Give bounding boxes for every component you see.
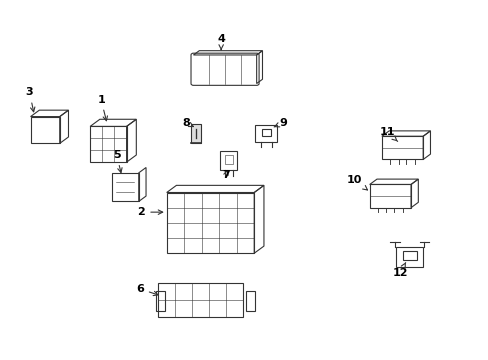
Bar xyxy=(396,247,422,267)
Bar xyxy=(245,291,255,311)
Text: 5: 5 xyxy=(113,150,122,172)
Text: 10: 10 xyxy=(346,175,367,190)
Bar xyxy=(158,283,243,317)
Text: 1: 1 xyxy=(97,95,107,121)
Bar xyxy=(261,129,271,136)
Text: 12: 12 xyxy=(391,262,407,278)
Bar xyxy=(224,155,232,164)
Bar xyxy=(369,184,410,208)
Text: 6: 6 xyxy=(136,284,158,296)
Text: 7: 7 xyxy=(222,170,229,180)
Text: 9: 9 xyxy=(274,118,287,128)
Bar xyxy=(190,124,201,143)
Text: 2: 2 xyxy=(137,207,163,217)
Text: 4: 4 xyxy=(217,34,224,50)
Text: 3: 3 xyxy=(26,87,35,112)
Bar xyxy=(156,291,165,311)
Text: 8: 8 xyxy=(182,118,193,128)
Bar xyxy=(381,136,422,159)
Bar xyxy=(220,150,237,170)
Bar xyxy=(402,251,416,260)
Text: 11: 11 xyxy=(378,127,397,141)
Bar xyxy=(255,125,277,143)
